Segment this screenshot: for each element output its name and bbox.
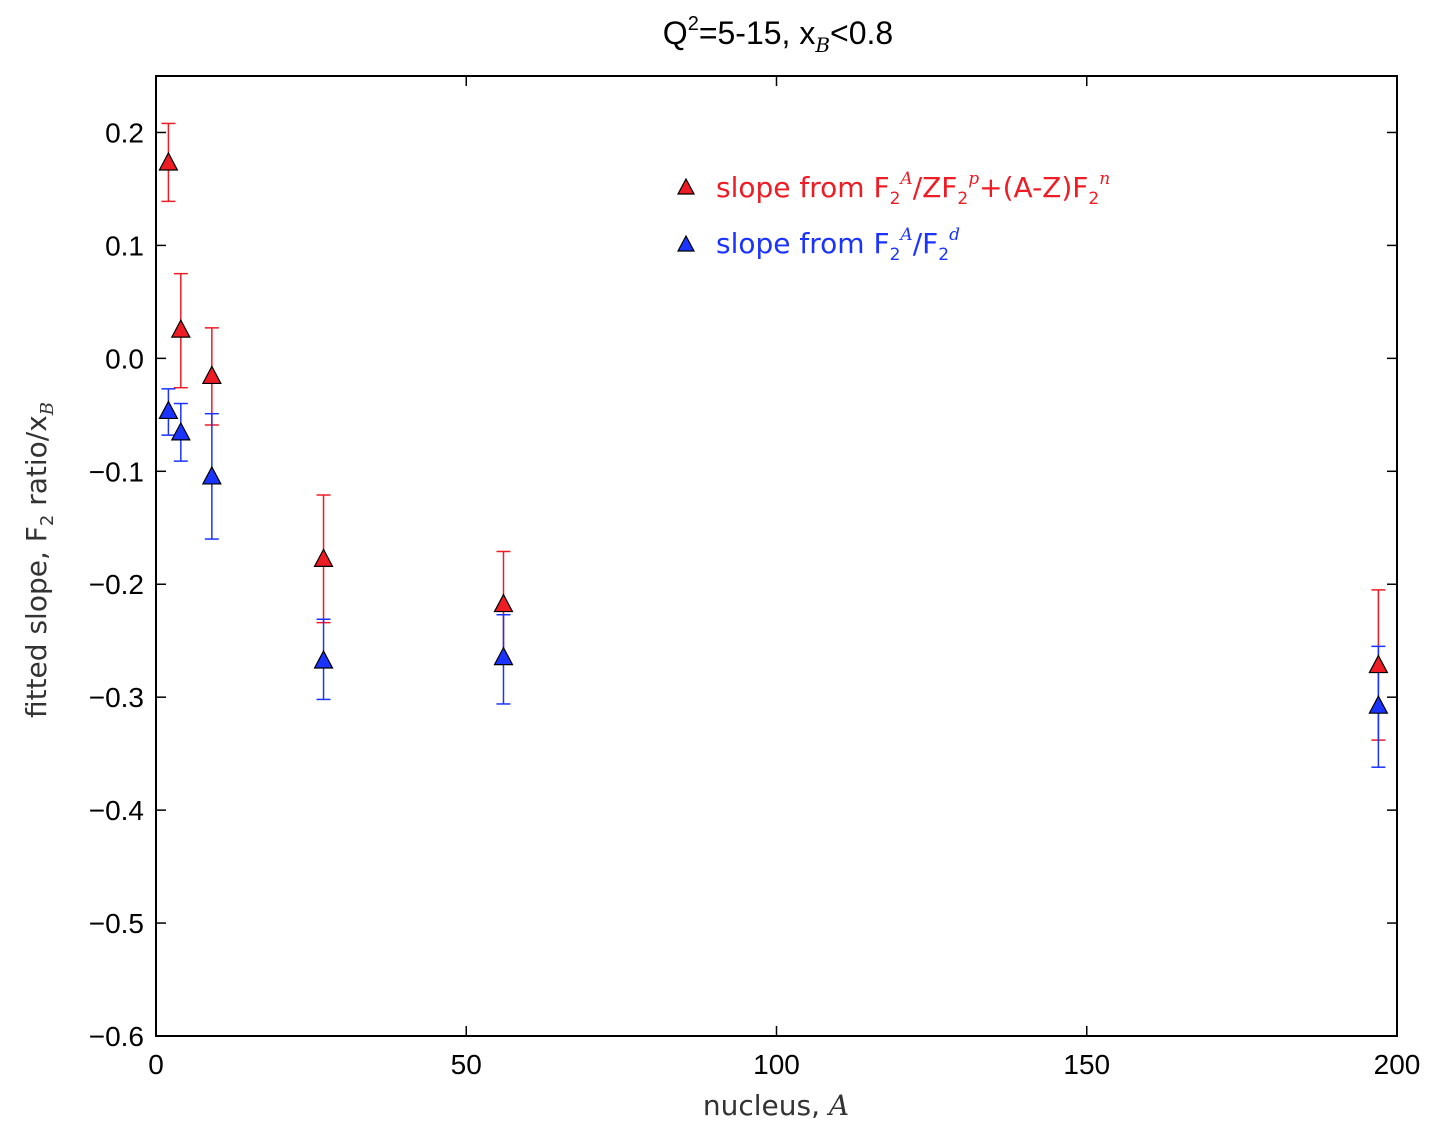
x-tick-label: 50: [451, 1049, 482, 1080]
ylabel-pre: fitted slope, F: [20, 526, 53, 718]
xlabel-ital: A: [826, 1089, 849, 1122]
y-tick-label: −0.4: [89, 795, 144, 826]
title-q-rest: =5-15, x: [699, 15, 816, 51]
data-point: [158, 400, 179, 420]
legend-label-blue: slope from F2A/F2d: [716, 225, 960, 265]
data-point: [313, 548, 334, 567]
data-point: [170, 421, 191, 441]
data-point: [493, 646, 514, 666]
title-x-rest: <0.8: [830, 15, 893, 51]
y-tick-label: 0.0: [105, 343, 144, 374]
legend-marker-red: [677, 177, 695, 195]
y-axis-label: fitted slope, F2 ratio/xB: [20, 402, 58, 718]
y-tick-label: −0.6: [89, 1021, 144, 1052]
y-tick-label: −0.5: [89, 908, 144, 939]
ylabel-sub2: B: [37, 402, 58, 416]
x-tick-label: 200: [1374, 1049, 1421, 1080]
data-point: [158, 151, 179, 171]
x-tick-label: 100: [753, 1049, 800, 1080]
y-tick-label: −0.2: [89, 569, 144, 600]
plot-frame: [155, 75, 1398, 1037]
y-tick-label: 0.1: [105, 230, 144, 261]
legend: slope from F2A/ZF2p+(A-Z)F2n slope from …: [677, 169, 1110, 265]
axis-ticks: 0 50 100 150 200 0.2 0.1 0.0 −0.1 −0.2 −0.3 −0.4 −0.…: [89, 76, 1421, 1080]
x-tick-label: 150: [1063, 1049, 1110, 1080]
ylabel-mid: ratio/x: [20, 415, 53, 514]
data-point: [201, 465, 222, 485]
title-q: Q: [663, 15, 688, 51]
x-axis-label: nucleus, A: [703, 1089, 849, 1122]
data-point: [313, 649, 334, 669]
title-x-sub: B: [814, 33, 830, 57]
legend-marker-blue: [677, 234, 695, 252]
xlabel-text: nucleus,: [703, 1089, 829, 1122]
ylabel-sub: 2: [37, 515, 58, 526]
data-point: [1368, 654, 1389, 674]
legend-label-red: slope from F2A/ZF2p+(A-Z)F2n: [716, 169, 1110, 209]
data-point: [1368, 694, 1389, 714]
series-layer: [158, 122, 1389, 768]
chart-title: Q2=5-15, xB<0.8: [663, 13, 893, 57]
title-q-sup: 2: [688, 13, 699, 35]
data-point: [201, 365, 222, 385]
x-tick-label: 0: [148, 1049, 164, 1080]
data-point: [170, 318, 191, 338]
y-tick-label: −0.1: [89, 456, 144, 487]
y-tick-label: −0.3: [89, 682, 144, 713]
data-point: [493, 593, 514, 613]
y-tick-label: 0.2: [105, 117, 144, 148]
